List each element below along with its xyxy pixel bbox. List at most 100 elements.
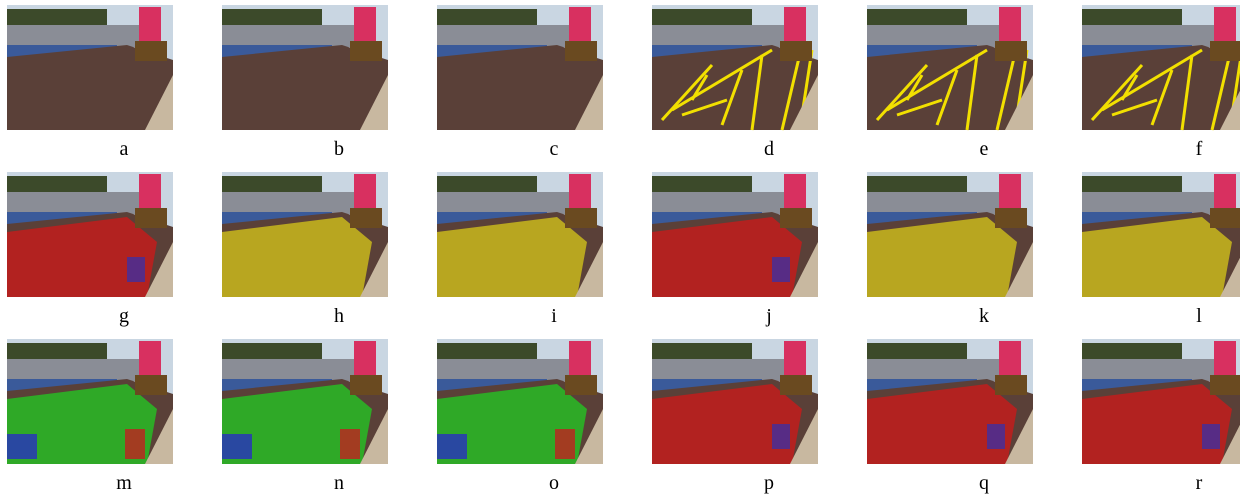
- panel-image: [7, 5, 173, 130]
- trajectory: [1101, 48, 1203, 112]
- crowd-overlay: [1082, 384, 1232, 464]
- chariot-base: [350, 41, 382, 61]
- trajectory: [671, 48, 773, 112]
- trees: [1082, 176, 1182, 194]
- trees: [867, 9, 967, 27]
- chariot-base: [350, 375, 382, 395]
- wall: [145, 242, 173, 297]
- wall: [575, 409, 603, 464]
- crowd-overlay: [652, 217, 802, 297]
- chariot-base: [1210, 375, 1240, 395]
- buildings: [652, 25, 787, 47]
- wall: [1005, 242, 1033, 297]
- chariot-base: [565, 41, 597, 61]
- wall: [790, 242, 818, 297]
- crowd-overlay: [867, 217, 1017, 297]
- panel-image: [437, 339, 603, 464]
- trajectory: [1120, 74, 1139, 101]
- trajectory: [681, 98, 728, 117]
- chariot: [999, 341, 1021, 379]
- chariot-base: [995, 41, 1027, 61]
- chariot: [354, 7, 376, 45]
- blue-patch: [127, 257, 145, 282]
- panel-label: h: [334, 305, 344, 327]
- chariot: [1214, 7, 1236, 45]
- crowd-overlay: [867, 384, 1017, 464]
- chariot-base: [565, 375, 597, 395]
- blue-patch: [437, 434, 467, 459]
- blue-patch: [772, 257, 790, 282]
- chariot-base: [565, 208, 597, 228]
- wall: [145, 409, 173, 464]
- wall: [790, 75, 818, 130]
- red-patch: [125, 429, 145, 459]
- trajectory: [905, 74, 924, 101]
- buildings: [437, 25, 572, 47]
- wall: [575, 75, 603, 130]
- panel-image: [652, 339, 818, 464]
- panel-label: a: [120, 138, 129, 160]
- crowd-overlay: [7, 217, 157, 297]
- buildings: [222, 192, 357, 214]
- panel-image: [222, 5, 388, 130]
- buildings: [867, 192, 1002, 214]
- buildings: [222, 359, 357, 381]
- panel-image: [652, 5, 818, 131]
- crowd: [222, 45, 388, 130]
- panel-label: r: [1196, 472, 1203, 494]
- panel-label: j: [765, 305, 772, 327]
- blue-patch: [1202, 424, 1220, 449]
- trajectory: [1111, 98, 1158, 117]
- trajectory: [965, 54, 979, 131]
- chariot-base: [995, 375, 1027, 395]
- panel-label: i: [551, 305, 557, 327]
- panel-image: [867, 5, 1033, 131]
- panel-label: c: [550, 138, 559, 160]
- red-patch: [555, 429, 575, 459]
- trajectory: [875, 63, 929, 122]
- chariot: [1214, 341, 1236, 379]
- trees: [652, 9, 752, 27]
- panel-image: [1082, 172, 1240, 297]
- panel-label: d: [764, 138, 774, 160]
- wall: [790, 409, 818, 464]
- chariot: [784, 174, 806, 212]
- panel-image: [222, 172, 388, 297]
- chariot-base: [350, 208, 382, 228]
- buildings: [222, 25, 357, 47]
- chariot-base: [135, 41, 167, 61]
- trajectory: [1180, 54, 1194, 131]
- blue-patch: [7, 434, 37, 459]
- panel-image: [222, 339, 388, 464]
- trees: [7, 176, 107, 194]
- buildings: [7, 25, 142, 47]
- chariot-base: [780, 41, 812, 61]
- panel-image: [7, 172, 173, 297]
- panel-image: [437, 5, 603, 130]
- buildings: [1082, 25, 1217, 47]
- wall: [360, 75, 388, 130]
- crowd-overlay: [1082, 217, 1232, 297]
- panel-label: g: [119, 305, 129, 327]
- trees: [652, 176, 752, 194]
- panel-label: e: [980, 138, 989, 160]
- buildings: [437, 359, 572, 381]
- trees: [867, 343, 967, 361]
- crowd: [437, 45, 603, 130]
- panel-label: l: [1196, 305, 1202, 327]
- chariot-base: [1210, 41, 1240, 61]
- trajectory: [1150, 69, 1174, 126]
- chariot: [139, 174, 161, 212]
- panel-image: [1082, 5, 1240, 131]
- crowd: [1082, 45, 1240, 130]
- trees: [1082, 343, 1182, 361]
- trees: [652, 343, 752, 361]
- chariot-base: [995, 208, 1027, 228]
- crowd-overlay: [437, 217, 587, 297]
- trees: [222, 9, 322, 27]
- buildings: [1082, 359, 1217, 381]
- chariot-base: [780, 375, 812, 395]
- chariot: [999, 7, 1021, 45]
- chariot: [999, 174, 1021, 212]
